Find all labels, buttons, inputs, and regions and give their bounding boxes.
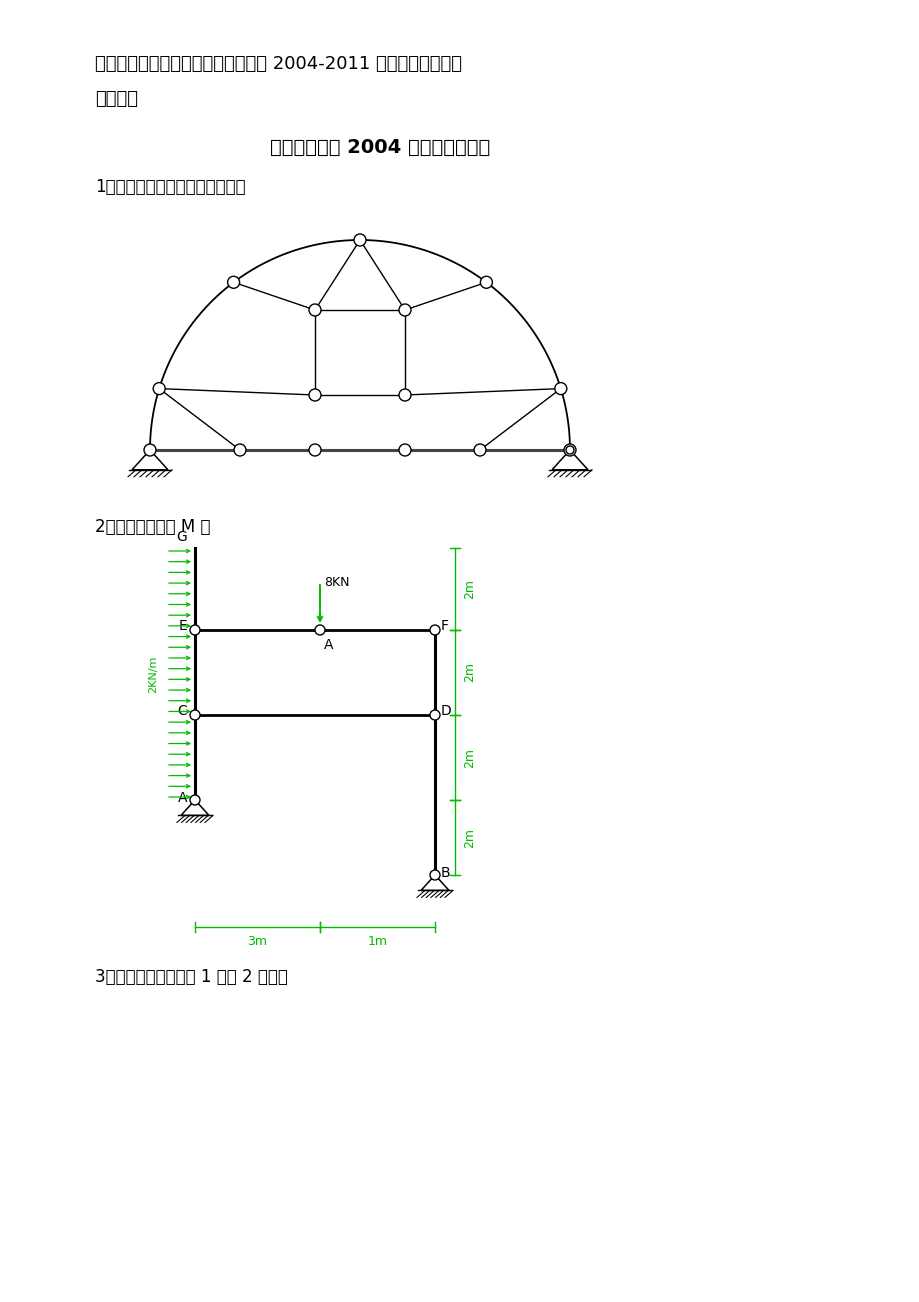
- Circle shape: [399, 303, 411, 316]
- Circle shape: [314, 625, 324, 635]
- Circle shape: [554, 383, 566, 395]
- Text: G: G: [176, 530, 187, 544]
- Circle shape: [190, 796, 199, 805]
- Text: 2m: 2m: [462, 663, 475, 682]
- Text: 2m: 2m: [462, 828, 475, 848]
- Text: 2，作图标结构的 M 图: 2，作图标结构的 M 图: [95, 518, 210, 536]
- Text: 研究生入学考试：长沙理工结构力学 2004-2011 真题及答案之（真: 研究生入学考试：长沙理工结构力学 2004-2011 真题及答案之（真: [95, 55, 461, 73]
- Circle shape: [227, 276, 239, 288]
- Circle shape: [190, 625, 199, 635]
- Text: C: C: [177, 704, 187, 717]
- Text: 2KN/m: 2KN/m: [148, 655, 158, 693]
- Circle shape: [399, 444, 411, 456]
- Text: E: E: [178, 618, 187, 633]
- Circle shape: [354, 234, 366, 246]
- Circle shape: [153, 383, 165, 395]
- Circle shape: [309, 303, 321, 316]
- Circle shape: [563, 444, 575, 456]
- Text: B: B: [440, 866, 450, 880]
- Circle shape: [480, 276, 492, 288]
- Text: 8KN: 8KN: [323, 575, 349, 589]
- Circle shape: [429, 625, 439, 635]
- Circle shape: [473, 444, 485, 456]
- Circle shape: [429, 710, 439, 720]
- Text: 3，求图标桁架结构杆 1 和杆 2 的轴力: 3，求图标桁架结构杆 1 和杆 2 的轴力: [95, 967, 288, 986]
- Circle shape: [309, 444, 321, 456]
- Text: D: D: [440, 704, 451, 717]
- Text: 题部分）: 题部分）: [95, 90, 138, 108]
- Circle shape: [190, 710, 199, 720]
- Text: 2m: 2m: [462, 747, 475, 767]
- Circle shape: [429, 870, 439, 880]
- Text: A: A: [177, 792, 187, 805]
- Text: 3m: 3m: [247, 935, 267, 948]
- Text: A: A: [323, 638, 333, 652]
- Circle shape: [144, 444, 156, 456]
- Text: 长沙理工大学 2004 年结构力学真题: 长沙理工大学 2004 年结构力学真题: [269, 138, 490, 158]
- Circle shape: [399, 389, 411, 401]
- Text: 1m: 1m: [367, 935, 387, 948]
- Text: 1，对图标结构进行几何构造分析: 1，对图标结构进行几何构造分析: [95, 178, 245, 197]
- Text: 2m: 2m: [462, 579, 475, 599]
- Circle shape: [309, 389, 321, 401]
- Circle shape: [233, 444, 245, 456]
- Text: F: F: [440, 618, 448, 633]
- Circle shape: [565, 447, 573, 454]
